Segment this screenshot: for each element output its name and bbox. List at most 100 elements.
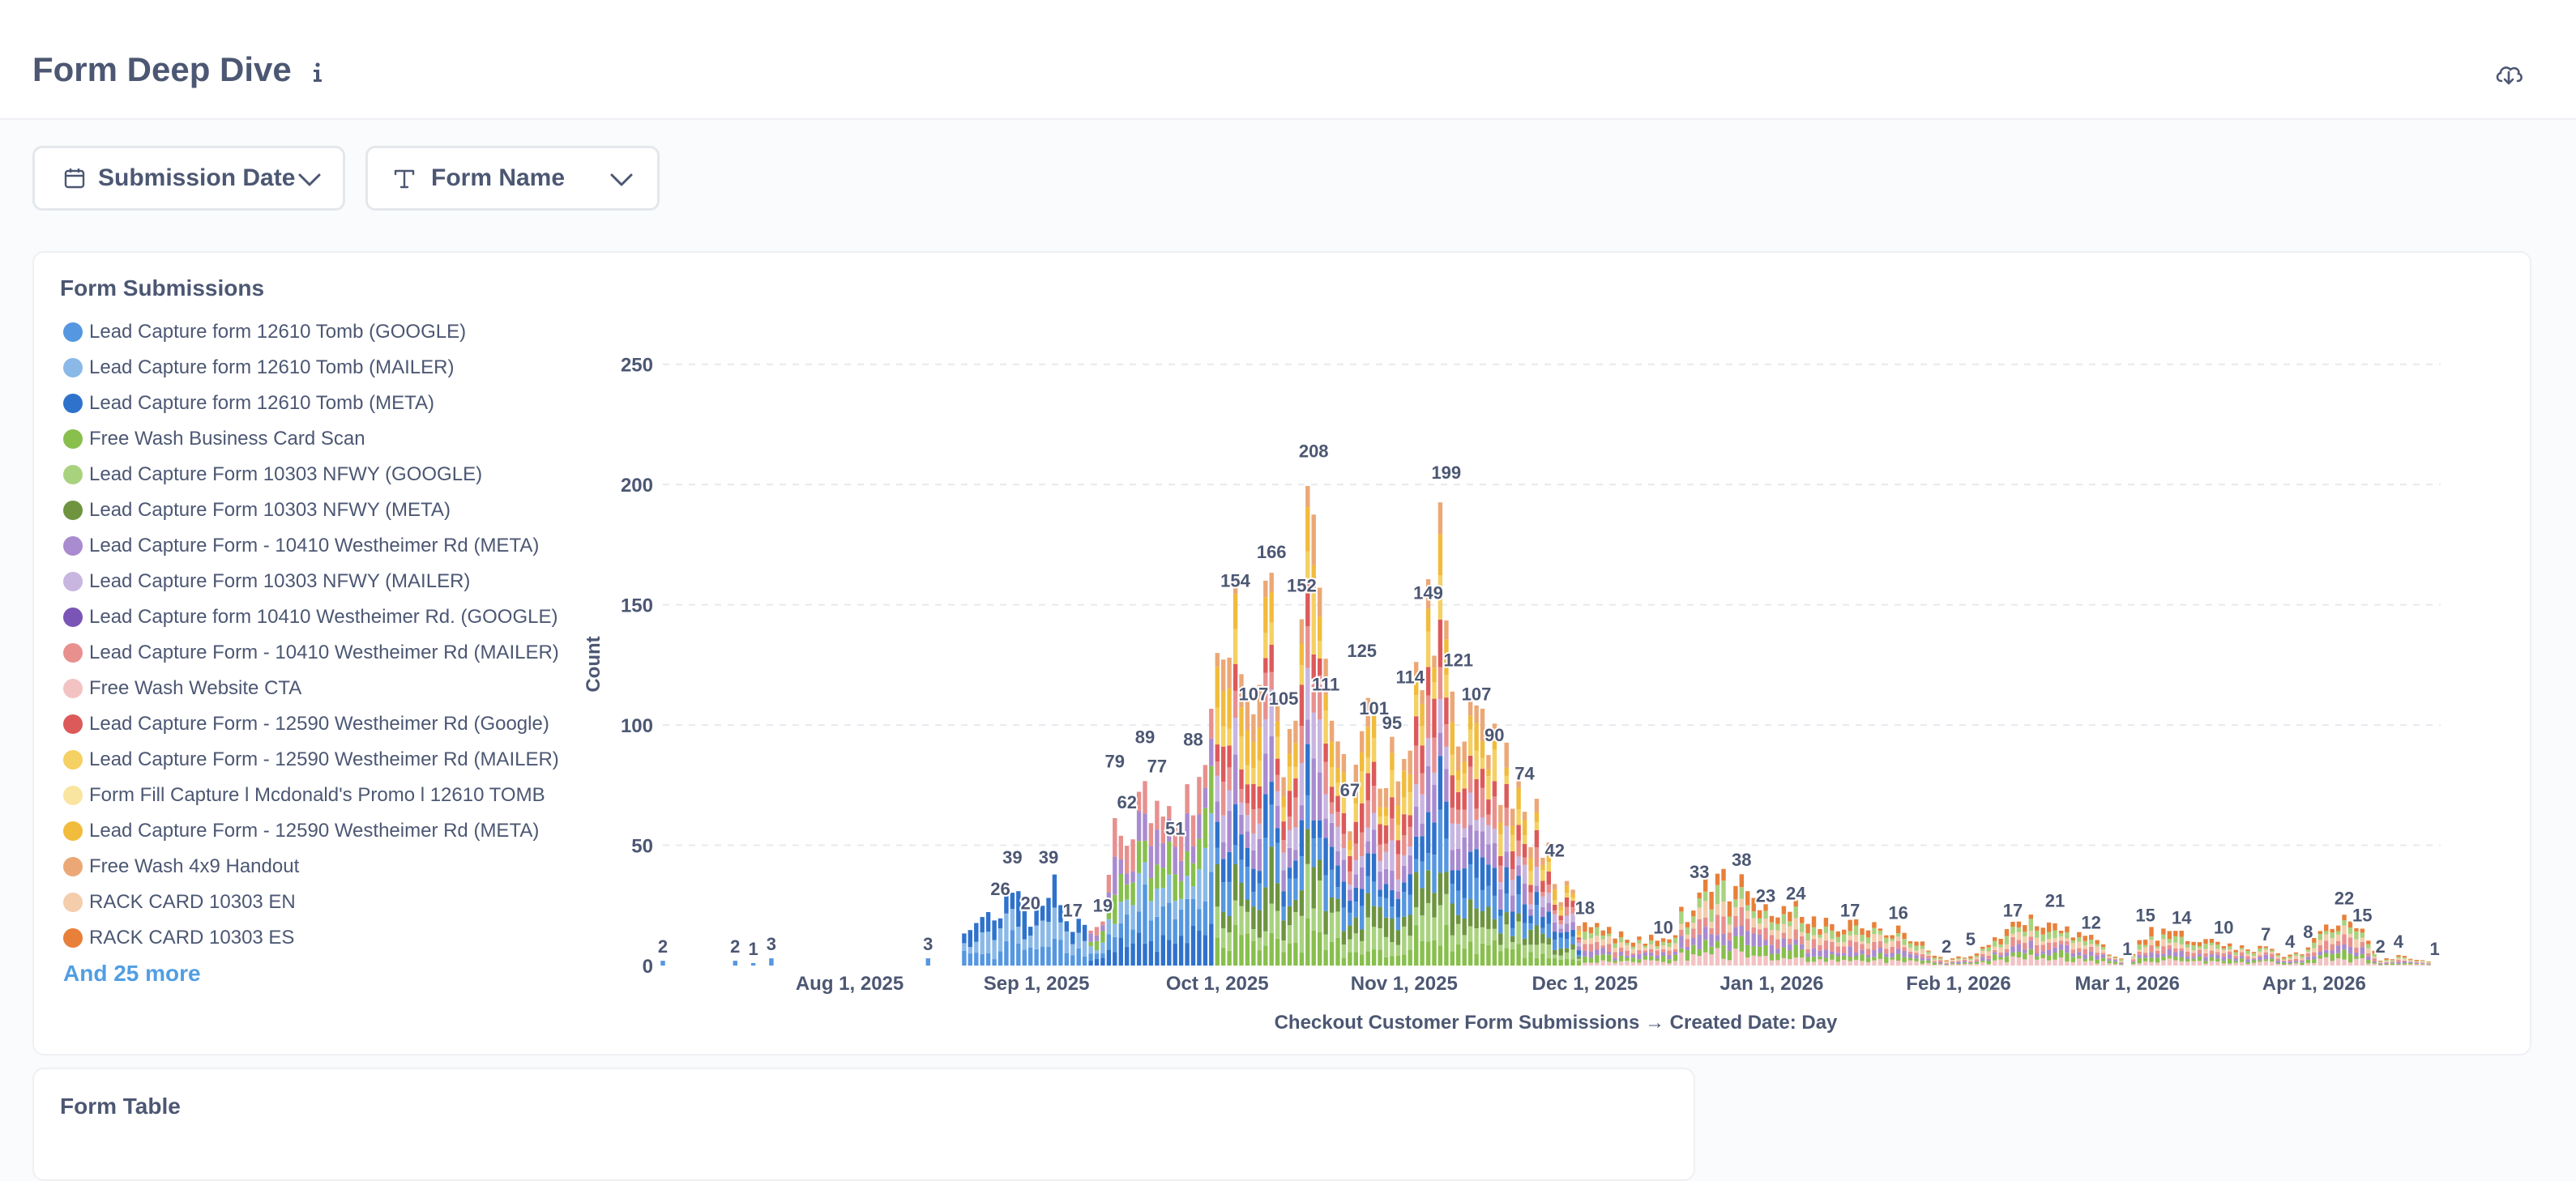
- bar-segment: [1251, 833, 1256, 851]
- bar-segment: [1227, 657, 1232, 689]
- bar-segment: [1456, 824, 1461, 849]
- bar-segment: [2083, 961, 2087, 966]
- bar-segment: [1420, 823, 1425, 837]
- info-icon[interactable]: [308, 60, 327, 84]
- bar-segment: [2288, 963, 2292, 965]
- bar-segment: [1570, 913, 1575, 923]
- bar-segment: [1709, 954, 1714, 966]
- legend-item[interactable]: Lead Capture form 10410 Westheimer Rd. (…: [60, 603, 579, 638]
- bar-segment: [2203, 957, 2208, 961]
- bar-segment: [2023, 932, 2027, 937]
- bar-segment: [1263, 931, 1268, 946]
- legend-item[interactable]: Lead Capture form 12610 Tomb (GOOGLE): [60, 318, 579, 353]
- bar-segment: [2089, 946, 2094, 952]
- bar-segment: [1528, 952, 1533, 966]
- bar-segment: [1956, 963, 1961, 965]
- bar-segment: [1383, 788, 1389, 808]
- bar-segment: [1178, 860, 1184, 881]
- bar-segment: [2390, 962, 2395, 964]
- more-legend-link[interactable]: And 25 more: [63, 961, 201, 986]
- bar-segment: [1106, 919, 1112, 935]
- bar-segment: [1070, 944, 1075, 956]
- bar-segment: [1835, 961, 1840, 966]
- bar-segment: [1993, 937, 1997, 941]
- legend-item[interactable]: Free Wash Business Card Scan: [60, 424, 579, 460]
- legend-item[interactable]: RACK CARD 10303 EN: [60, 888, 579, 923]
- bar-segment: [1245, 867, 1250, 900]
- bar-segment: [1697, 949, 1702, 957]
- bar-segment: [1305, 744, 1310, 795]
- legend-item[interactable]: RACK CARD 10303 ES: [60, 923, 579, 959]
- bar-segment: [2221, 961, 2226, 964]
- bar-segment: [1383, 868, 1389, 885]
- legend-item[interactable]: Lead Capture Form - 12590 Westheimer Rd …: [60, 745, 579, 781]
- bar-segment: [1402, 926, 1407, 955]
- bar-segment: [1058, 940, 1063, 966]
- bar-segment: [1456, 890, 1461, 915]
- legend-item[interactable]: Lead Capture Form - 12590 Westheimer Rd …: [60, 816, 579, 852]
- bar-segment: [2197, 942, 2202, 946]
- bar-segment: [1920, 963, 1925, 966]
- legend-item[interactable]: Free Wash Website CTA: [60, 674, 579, 710]
- bar-segment: [1558, 920, 1563, 925]
- bar-segment: [1438, 502, 1443, 535]
- bar-segment: [1215, 937, 1220, 966]
- bar-segment: [1793, 906, 1798, 919]
- legend-item[interactable]: Lead Capture form 12610 Tomb (META): [60, 389, 579, 424]
- bar-segment: [1034, 949, 1039, 966]
- bar-segment: [1630, 954, 1636, 958]
- bar-segment: [1625, 957, 1630, 961]
- bar-segment: [1016, 891, 1021, 927]
- filter-form-name[interactable]: Form Name: [365, 146, 660, 211]
- legend-item[interactable]: Lead Capture Form 10303 NFWY (META): [60, 496, 579, 531]
- cloud-download-icon[interactable]: [2494, 62, 2523, 86]
- bar-segment: [1649, 944, 1654, 949]
- bar-segment: [2137, 940, 2142, 944]
- legend-label: Form Fill Capture l Mcdonald's Promo l 1…: [89, 784, 545, 806]
- bar-segment: [1986, 961, 1991, 965]
- bar-segment: [1751, 955, 1756, 966]
- bar-segment: [1950, 960, 1955, 961]
- legend-item[interactable]: Lead Capture Form - 10410 Westheimer Rd …: [60, 638, 579, 674]
- bar-segment: [1516, 809, 1521, 825]
- bar-segment: [1245, 831, 1250, 848]
- x-tick-label: Oct 1, 2025: [1166, 973, 1269, 995]
- bar-segment: [1504, 775, 1509, 784]
- bar-segment: [1480, 769, 1485, 788]
- legend-color-dot: [63, 465, 83, 484]
- bar-segment: [1395, 891, 1401, 899]
- data-label: 2: [1942, 936, 1951, 957]
- bar-segment: [1576, 957, 1582, 959]
- bar-segment: [1444, 697, 1449, 725]
- bar-segment: [1318, 641, 1322, 659]
- bar-segment: [1341, 957, 1347, 966]
- bar-segment: [2191, 950, 2196, 953]
- bar-segment: [1618, 942, 1624, 948]
- legend-color-dot: [63, 501, 83, 520]
- legend-item[interactable]: Lead Capture Form - 12590 Westheimer Rd …: [60, 710, 579, 745]
- bar-segment: [1998, 944, 2003, 948]
- bar-segment: [2142, 944, 2148, 948]
- x-tick-label: Apr 1, 2026: [2262, 973, 2366, 995]
- bar-segment: [1528, 858, 1533, 872]
- filter-submission-date[interactable]: Submission Date: [32, 146, 345, 211]
- legend-item[interactable]: Lead Capture form 12610 Tomb (MAILER): [60, 353, 579, 389]
- bar-segment: [1721, 945, 1726, 959]
- bar-segment: [1371, 709, 1377, 739]
- bar-segment: [1498, 834, 1503, 856]
- legend-item[interactable]: Form Fill Capture l Mcdonald's Promo l 1…: [60, 781, 579, 816]
- legend-item[interactable]: Lead Capture Form - 10410 Westheimer Rd …: [60, 531, 579, 567]
- legend-item[interactable]: Lead Capture Form 10303 NFWY (GOOGLE): [60, 460, 579, 496]
- bar-segment: [1287, 868, 1292, 879]
- bar-segment: [1323, 744, 1328, 762]
- bar-segment: [1378, 897, 1382, 907]
- legend-item[interactable]: Free Wash 4x9 Handout: [60, 852, 579, 888]
- bar-segment: [2119, 958, 2124, 960]
- bar-segment: [1564, 915, 1570, 924]
- legend-item[interactable]: Lead Capture Form 10303 NFWY (MAILER): [60, 567, 579, 603]
- bar-segment: [2342, 959, 2347, 966]
- bar-segment: [1378, 928, 1382, 950]
- bar-segment: [1950, 961, 1955, 963]
- bar-segment: [1275, 736, 1280, 759]
- bar-segment: [1257, 823, 1262, 839]
